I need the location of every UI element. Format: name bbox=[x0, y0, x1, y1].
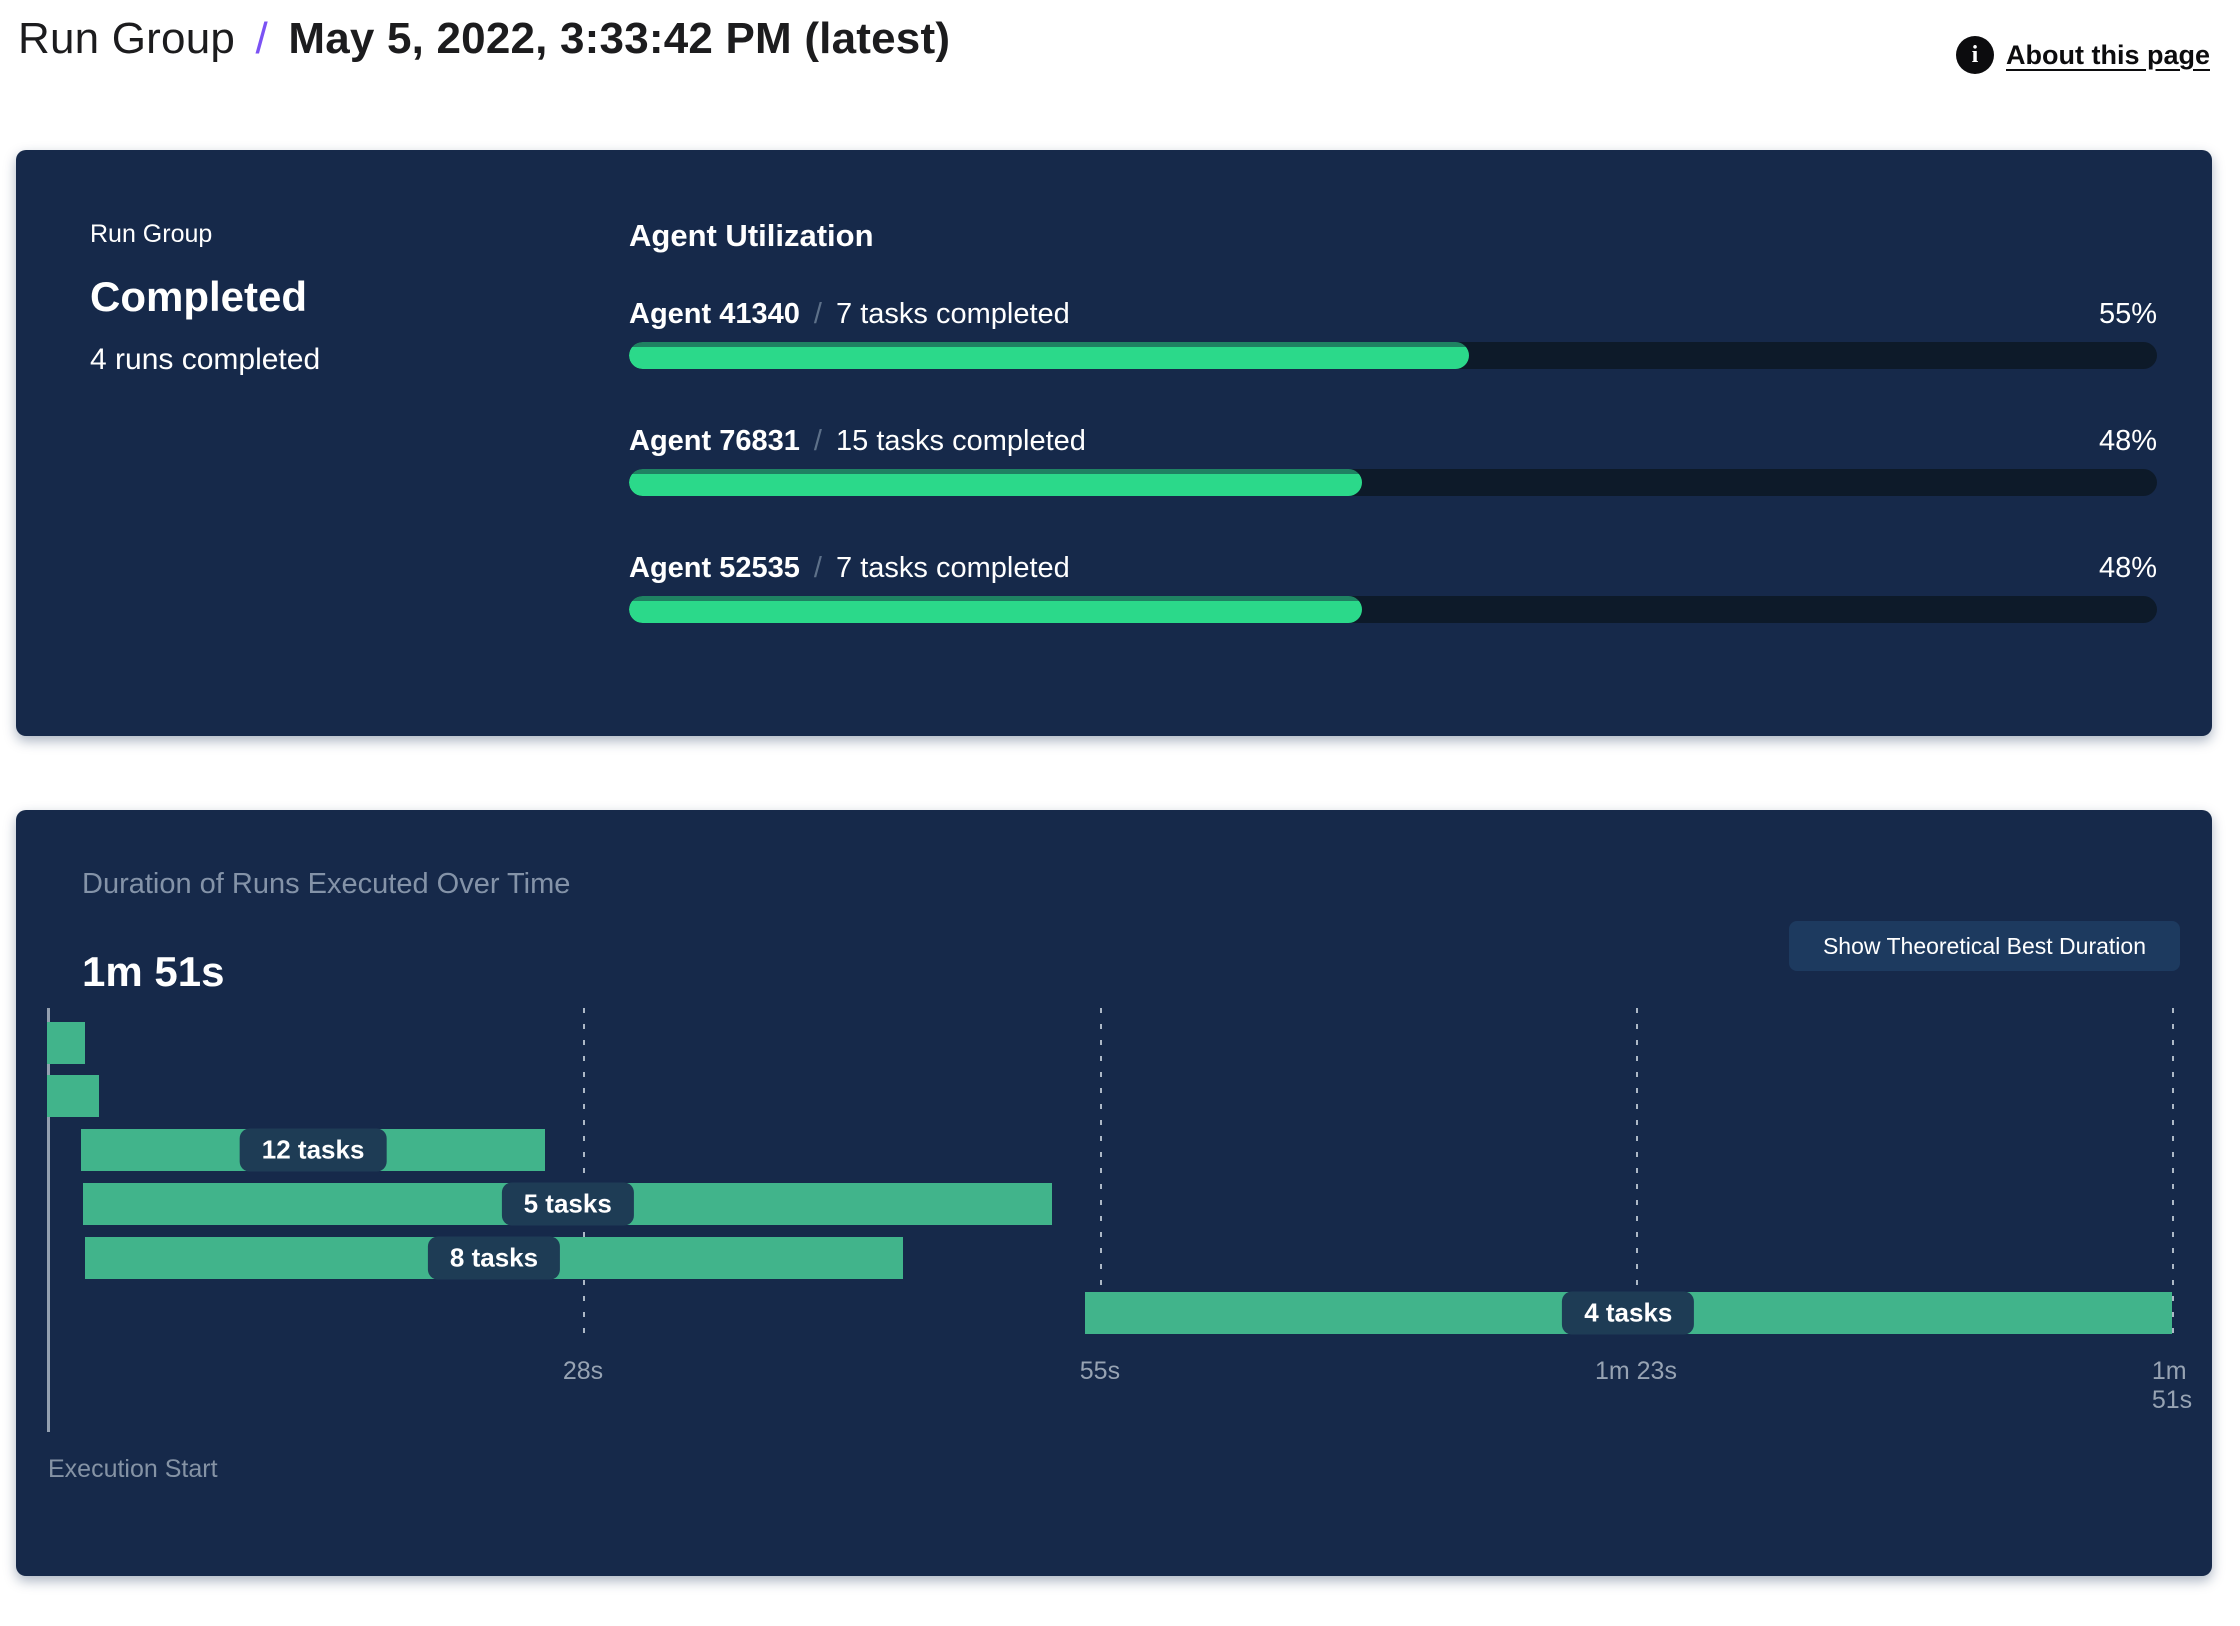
page-header: Run Group / May 5, 2022, 3:33:42 PM (lat… bbox=[18, 14, 2210, 74]
agent-utilization-section: Agent Utilization Agent 41340 / 7 tasks … bbox=[629, 218, 2157, 679]
about-this-page-link[interactable]: i About this page bbox=[1956, 36, 2210, 74]
execution-start-axis-line bbox=[47, 1008, 50, 1432]
gantt-gridline-28s bbox=[583, 1008, 586, 1340]
run-group-status: Completed bbox=[90, 273, 308, 320]
agent-utilization-progressbar bbox=[629, 469, 2157, 496]
agent-utilization-row: Agent 76831 / 15 tasks completed 48% bbox=[629, 425, 2157, 496]
agent-tasks-completed: 7 tasks completed bbox=[836, 552, 1070, 584]
gantt-gridline-1m51s bbox=[2172, 1008, 2174, 1340]
agent-name: Agent 41340 bbox=[629, 298, 800, 330]
gantt-axis-tick-label: 1m 23s bbox=[1594, 1357, 1677, 1385]
agent-utilization-row: Agent 41340 / 7 tasks completed 55% bbox=[629, 298, 2157, 369]
agent-tasks-completed: 7 tasks completed bbox=[836, 298, 1070, 330]
breadcrumb: Run Group / May 5, 2022, 3:33:42 PM (lat… bbox=[18, 14, 950, 64]
agent-utilization-progressbar bbox=[629, 342, 2157, 369]
agent-utilization-percent: 48% bbox=[2098, 552, 2157, 584]
agent-utilization-title: Agent Utilization bbox=[629, 218, 874, 253]
breadcrumb-section: Run Group bbox=[18, 14, 236, 63]
gantt-run-bar[interactable]: 4 tasks bbox=[1084, 1291, 2172, 1335]
agent-name: Agent 52535 bbox=[629, 552, 800, 584]
run-duration-gantt-chart: Execution Start 28s 55s 1m 23s 1m 51s 12 tas… bbox=[47, 1008, 2192, 1528]
agent-utilization-progress-fill bbox=[629, 469, 1363, 496]
show-theoretical-best-duration-button[interactable]: Show Theoretical Best Duration bbox=[1788, 921, 2180, 971]
gantt-gridline-1m23s bbox=[1635, 1008, 1638, 1340]
agent-utilization-rows: Agent 41340 / 7 tasks completed 55% Agen… bbox=[629, 298, 2157, 623]
duration-chart-title: Duration of Runs Executed Over Time bbox=[82, 868, 571, 900]
run-group-summary-card: Run Group Completed 4 runs completed Age… bbox=[16, 150, 2212, 736]
agent-name-separator: / bbox=[805, 298, 831, 330]
runs-completed-count: 4 runs completed bbox=[90, 343, 321, 376]
gantt-run-bar[interactable] bbox=[47, 1022, 86, 1064]
agent-utilization-percent: 48% bbox=[2098, 425, 2157, 457]
gantt-axis-tick-label: 28s bbox=[562, 1357, 604, 1385]
execution-start-label: Execution Start bbox=[48, 1455, 218, 1483]
agent-utilization-percent: 55% bbox=[2098, 298, 2157, 330]
agent-utilization-progressbar bbox=[629, 596, 2157, 623]
agent-name-separator: / bbox=[805, 552, 831, 584]
gantt-run-task-count-label: 5 tasks bbox=[501, 1182, 634, 1226]
gantt-run-task-count-label: 4 tasks bbox=[1562, 1291, 1695, 1335]
gantt-run-bar[interactable] bbox=[47, 1075, 99, 1117]
run-group-label: Run Group bbox=[90, 220, 213, 248]
run-group-status-block: Run Group Completed 4 runs completed bbox=[90, 220, 320, 377]
gantt-run-task-count-label: 12 tasks bbox=[239, 1128, 387, 1172]
gantt-run-bar[interactable]: 5 tasks bbox=[83, 1182, 1053, 1226]
breadcrumb-current-run: May 5, 2022, 3:33:42 PM (latest) bbox=[288, 14, 951, 63]
agent-utilization-progress-fill bbox=[629, 596, 1363, 623]
agent-name-separator: / bbox=[805, 425, 831, 457]
duration-of-runs-card: Duration of Runs Executed Over Time 1m 5… bbox=[16, 810, 2212, 1576]
about-this-page-label: About this page bbox=[2006, 39, 2210, 70]
agent-tasks-completed: 15 tasks completed bbox=[836, 425, 1086, 457]
info-icon: i bbox=[1956, 36, 1994, 74]
gantt-gridline-55s bbox=[1099, 1008, 1102, 1340]
agent-name: Agent 76831 bbox=[629, 425, 800, 457]
gantt-run-bar[interactable]: 12 tasks bbox=[81, 1128, 545, 1172]
total-duration-value: 1m 51s bbox=[82, 948, 225, 995]
gantt-run-bar[interactable]: 8 tasks bbox=[85, 1236, 903, 1280]
agent-utilization-progress-fill bbox=[629, 342, 1470, 369]
gantt-axis-tick-label: 1m 51s bbox=[2151, 1357, 2193, 1414]
breadcrumb-separator: / bbox=[255, 14, 268, 63]
gantt-axis-tick-label: 55s bbox=[1079, 1357, 1121, 1385]
agent-utilization-row: Agent 52535 / 7 tasks completed 48% bbox=[629, 552, 2157, 623]
gantt-run-task-count-label: 8 tasks bbox=[427, 1236, 561, 1280]
